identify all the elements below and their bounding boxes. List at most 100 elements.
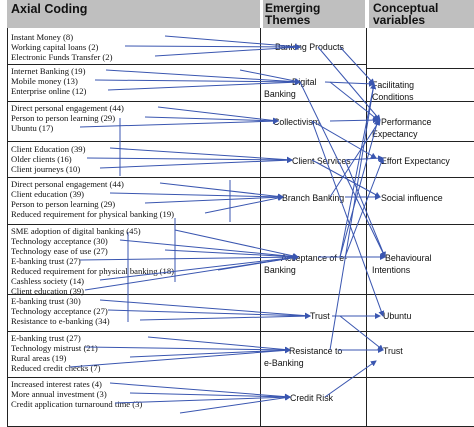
header-themes: Themes xyxy=(265,13,311,27)
group-rule xyxy=(7,224,367,225)
connector-arrow xyxy=(317,46,381,121)
connector-arrow xyxy=(164,35,301,50)
axial-code-item: Increased interest rates (4) xyxy=(11,379,102,389)
group-rule xyxy=(7,377,367,378)
connector-arrow xyxy=(109,382,291,400)
connector-arrow xyxy=(139,313,311,321)
connector-arrow xyxy=(144,116,279,124)
axial-code-item: Reduced credit checks (7) xyxy=(11,363,101,373)
connector-arrow xyxy=(99,157,293,169)
axial-code-item: Electronic Funds Transfer (2) xyxy=(11,52,113,62)
variable-behavioural-line2: Intentions xyxy=(372,265,411,275)
variable-rule xyxy=(366,377,474,378)
connector-arrow xyxy=(179,394,291,414)
connector-arrow xyxy=(339,46,375,85)
connector-arrow xyxy=(144,194,284,204)
axial-code-item: More annual investment (3) xyxy=(11,389,107,399)
connector-arrow xyxy=(157,106,279,124)
theme-acceptance-line2: Banking xyxy=(264,265,296,275)
axial-code-item: Credit application turnaround time (3) xyxy=(11,399,143,409)
theme-resistance-line2: e-Banking xyxy=(264,358,304,368)
variable-rule xyxy=(366,294,474,295)
axial-code-item: Working capital loans (2) xyxy=(11,42,99,52)
connector-arrow xyxy=(339,315,384,351)
connector-arrow xyxy=(86,156,293,163)
header-bar-variables xyxy=(369,0,474,28)
group-rule xyxy=(7,177,367,178)
connector-arrow xyxy=(329,119,381,198)
axial-code-item: E-banking trust (27) xyxy=(11,256,81,266)
connector-arrow xyxy=(99,299,311,319)
variable-ubuntu: Ubuntu xyxy=(383,311,412,321)
connector-arrow xyxy=(119,239,299,260)
group-rule xyxy=(7,141,367,142)
axial-code-item: Person to person learning (29) xyxy=(11,199,116,209)
axial-code-item: Technology ease of use (27) xyxy=(11,246,108,256)
axial-code-item: Client journeys (10) xyxy=(11,164,81,174)
connector-arrow xyxy=(344,159,386,258)
connector-arrow xyxy=(239,69,301,84)
connector-arrow xyxy=(107,309,311,319)
connector-arrow xyxy=(311,120,385,317)
connector-arrow xyxy=(114,394,291,404)
theme-collectivism: Collectivism xyxy=(273,117,320,127)
connector-arrow xyxy=(109,147,293,163)
connector-arrow xyxy=(204,195,284,214)
variable-behavioural-line1: Behavioural xyxy=(385,253,432,263)
theme-digital-banking-line2: Banking xyxy=(264,89,296,99)
axial-code-item: Enterprise online (12) xyxy=(11,86,87,96)
axial-code-item: Person to person learning (29) xyxy=(11,113,116,123)
connector-arrow xyxy=(344,157,385,258)
axial-code-item: Resistance to e-banking (34) xyxy=(11,316,110,326)
connector-arrow xyxy=(147,336,291,353)
header-conceptual: Conceptual xyxy=(373,1,439,15)
axial-code-item: Reduced requirement for physical banking… xyxy=(11,266,174,276)
connector-arrow xyxy=(79,118,279,128)
group-rule xyxy=(7,294,367,295)
variable-performance-line2: Expectancy xyxy=(372,129,418,139)
connector-arrow xyxy=(324,360,377,398)
header-emerging: Emerging xyxy=(265,1,321,15)
axial-code-item: Client education (39) xyxy=(11,286,85,296)
connector-arrow xyxy=(339,83,376,258)
connector-arrow xyxy=(154,44,301,57)
theme-credit-risk: Credit Risk xyxy=(290,393,334,403)
axial-code-item: E-banking trust (27) xyxy=(11,333,81,343)
theme-branch-banking: Branch Banking xyxy=(282,193,345,203)
axial-column-rule xyxy=(260,28,261,426)
axial-code-item: Rural areas (19) xyxy=(11,353,67,363)
theme-acceptance-line1: Acceptance of e- xyxy=(281,253,348,263)
variable-facilitating-line1: Facilitating xyxy=(372,80,415,90)
header-bar-themes xyxy=(263,0,365,28)
connector-arrow xyxy=(124,43,301,50)
axial-code-item: Technology acceptance (30) xyxy=(11,236,108,246)
connector-arrow xyxy=(174,229,299,259)
connector-arrow xyxy=(84,346,291,353)
theme-client-services: Client Services xyxy=(292,156,351,166)
group-rule xyxy=(7,101,367,102)
connector-arrow xyxy=(129,392,291,400)
connector-arrow xyxy=(329,81,379,121)
axial-code-item: SME adoption of digital banking (45) xyxy=(11,226,141,236)
axial-code-item: Internet Banking (19) xyxy=(11,66,86,76)
group-rule xyxy=(7,64,367,65)
variable-rule xyxy=(366,177,474,178)
axial-code-item: Client education (39) xyxy=(11,189,85,199)
theme-resistance-line1: Resistance to xyxy=(289,346,343,356)
variable-rule xyxy=(366,68,474,69)
connector-arrow xyxy=(329,117,379,124)
connector-arrow xyxy=(107,79,301,91)
connector-arrow xyxy=(344,155,384,162)
connector-arrow xyxy=(129,347,291,358)
connector-arrow xyxy=(329,83,377,351)
theme-trust: Trust xyxy=(310,311,330,321)
header-bar-axial xyxy=(7,0,260,28)
axial-code-item: E-banking trust (30) xyxy=(11,296,81,306)
axial-code-item: Client Education (39) xyxy=(11,144,86,154)
variable-facilitating-line2: Conditions xyxy=(372,92,414,102)
connector-arrow xyxy=(164,249,299,260)
variable-performance-line1: Performance xyxy=(381,117,432,127)
axial-code-item: Instant Money (8) xyxy=(11,32,74,42)
group-rule xyxy=(7,331,367,332)
connector-arrow xyxy=(84,254,299,291)
